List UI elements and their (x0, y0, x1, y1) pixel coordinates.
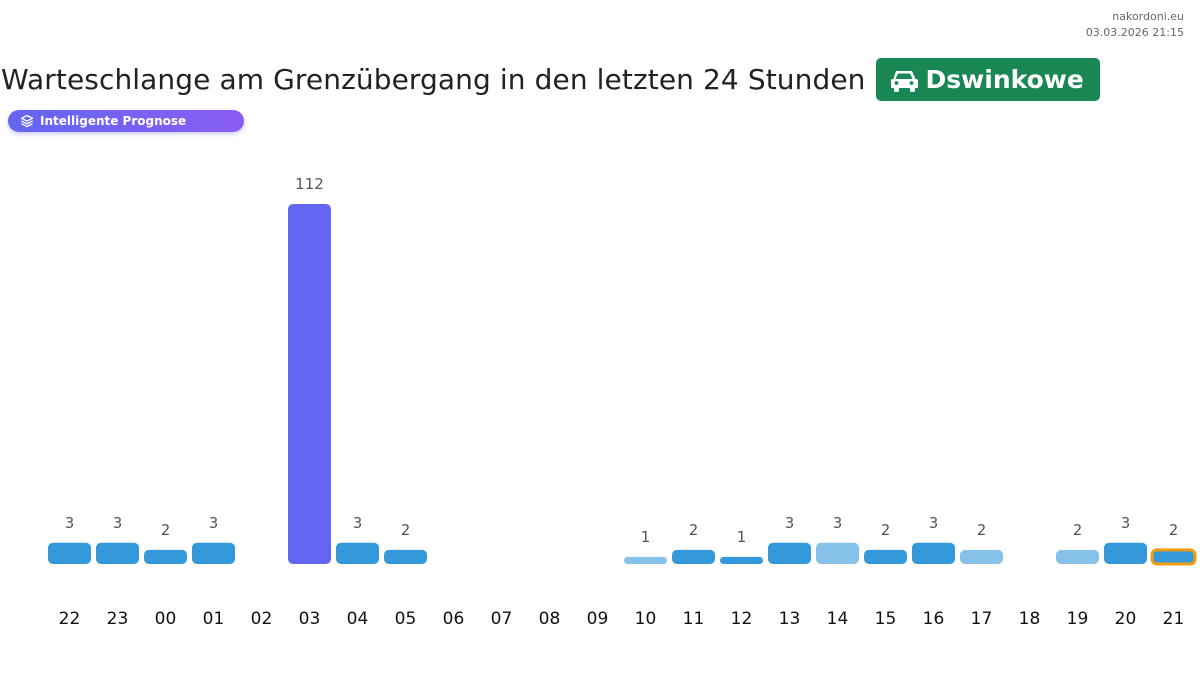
value-label-19: 2 (1073, 521, 1083, 539)
car-icon (890, 70, 918, 92)
value-label-03: 112 (295, 175, 324, 193)
site-info: nakordoni.eu 03.03.2026 21:15 (1086, 9, 1184, 41)
hour-tick-05: 05 (395, 609, 417, 629)
hour-tick-19: 19 (1067, 609, 1089, 629)
hour-tick-04: 04 (347, 609, 369, 629)
hour-tick-11: 11 (683, 609, 705, 629)
bar-04[interactable] (336, 542, 379, 564)
bar-05[interactable] (384, 549, 427, 564)
value-label-10: 1 (641, 528, 651, 546)
hour-tick-08: 08 (539, 609, 561, 629)
value-label-21: 2 (1169, 521, 1179, 539)
hour-tick-06: 06 (443, 609, 465, 629)
hour-tick-22: 22 (59, 609, 81, 629)
value-label-17: 2 (977, 521, 987, 539)
crossing-name: Dswinkowe (925, 65, 1084, 94)
crossing-badge[interactable]: Dswinkowe (875, 58, 1100, 101)
value-label-23: 3 (113, 514, 123, 532)
value-label-22: 3 (65, 514, 75, 532)
hour-tick-03: 03 (299, 609, 321, 629)
value-label-12: 1 (737, 528, 747, 546)
hour-tick-01: 01 (203, 609, 225, 629)
bar-01[interactable] (192, 542, 235, 564)
hour-tick-14: 14 (827, 609, 849, 629)
hour-tick-18: 18 (1019, 609, 1041, 629)
value-label-13: 3 (785, 514, 795, 532)
forecast-label: Intelligente Prognose (40, 114, 187, 128)
intelligent-forecast-badge[interactable]: Intelligente Prognose LIVE (8, 110, 244, 132)
value-label-20: 3 (1121, 514, 1131, 532)
hour-tick-17: 17 (971, 609, 993, 629)
value-label-00: 2 (161, 521, 171, 539)
forecast-tag: LIVE (200, 114, 225, 128)
hour-tick-07: 07 (491, 609, 513, 629)
value-label-14: 3 (833, 514, 843, 532)
site-domain: nakordoni.eu (1112, 10, 1184, 23)
bar-21[interactable] (1150, 548, 1197, 566)
hour-tick-20: 20 (1115, 609, 1137, 629)
update-timestamp: 03.03.2026 21:15 (1085, 26, 1184, 39)
bar-20[interactable] (1104, 542, 1147, 564)
bar-23[interactable] (96, 542, 139, 564)
value-label-05: 2 (401, 521, 411, 539)
bar-03[interactable] (288, 204, 331, 564)
value-label-01: 3 (209, 514, 219, 532)
hour-tick-09: 09 (587, 609, 609, 629)
layers-icon (20, 114, 34, 128)
bar-00[interactable] (144, 549, 187, 564)
hour-tick-15: 15 (875, 609, 897, 629)
title-row: Warteschlange am Grenzübergang in den le… (1, 58, 1100, 101)
bar-17[interactable] (960, 549, 1003, 564)
bar-14[interactable] (816, 542, 859, 564)
bar-19[interactable] (1056, 549, 1099, 564)
value-label-11: 2 (689, 521, 699, 539)
hour-tick-21: 21 (1163, 609, 1185, 629)
hour-tick-00: 00 (155, 609, 177, 629)
page-title: Warteschlange am Grenzübergang in den le… (1, 63, 866, 96)
bar-15[interactable] (864, 549, 907, 564)
hour-tick-16: 16 (923, 609, 945, 629)
bar-11[interactable] (672, 549, 715, 564)
bar-16[interactable] (912, 542, 955, 564)
bar-12[interactable] (720, 556, 763, 564)
hour-tick-10: 10 (635, 609, 657, 629)
value-label-16: 3 (929, 514, 939, 532)
bar-13[interactable] (768, 542, 811, 564)
hour-tick-02: 02 (251, 609, 273, 629)
bar-10[interactable] (624, 556, 667, 564)
hour-tick-12: 12 (731, 609, 753, 629)
value-label-15: 2 (881, 521, 891, 539)
value-label-04: 3 (353, 514, 363, 532)
bar-22[interactable] (48, 542, 91, 564)
hour-tick-13: 13 (779, 609, 801, 629)
hour-tick-23: 23 (107, 609, 129, 629)
